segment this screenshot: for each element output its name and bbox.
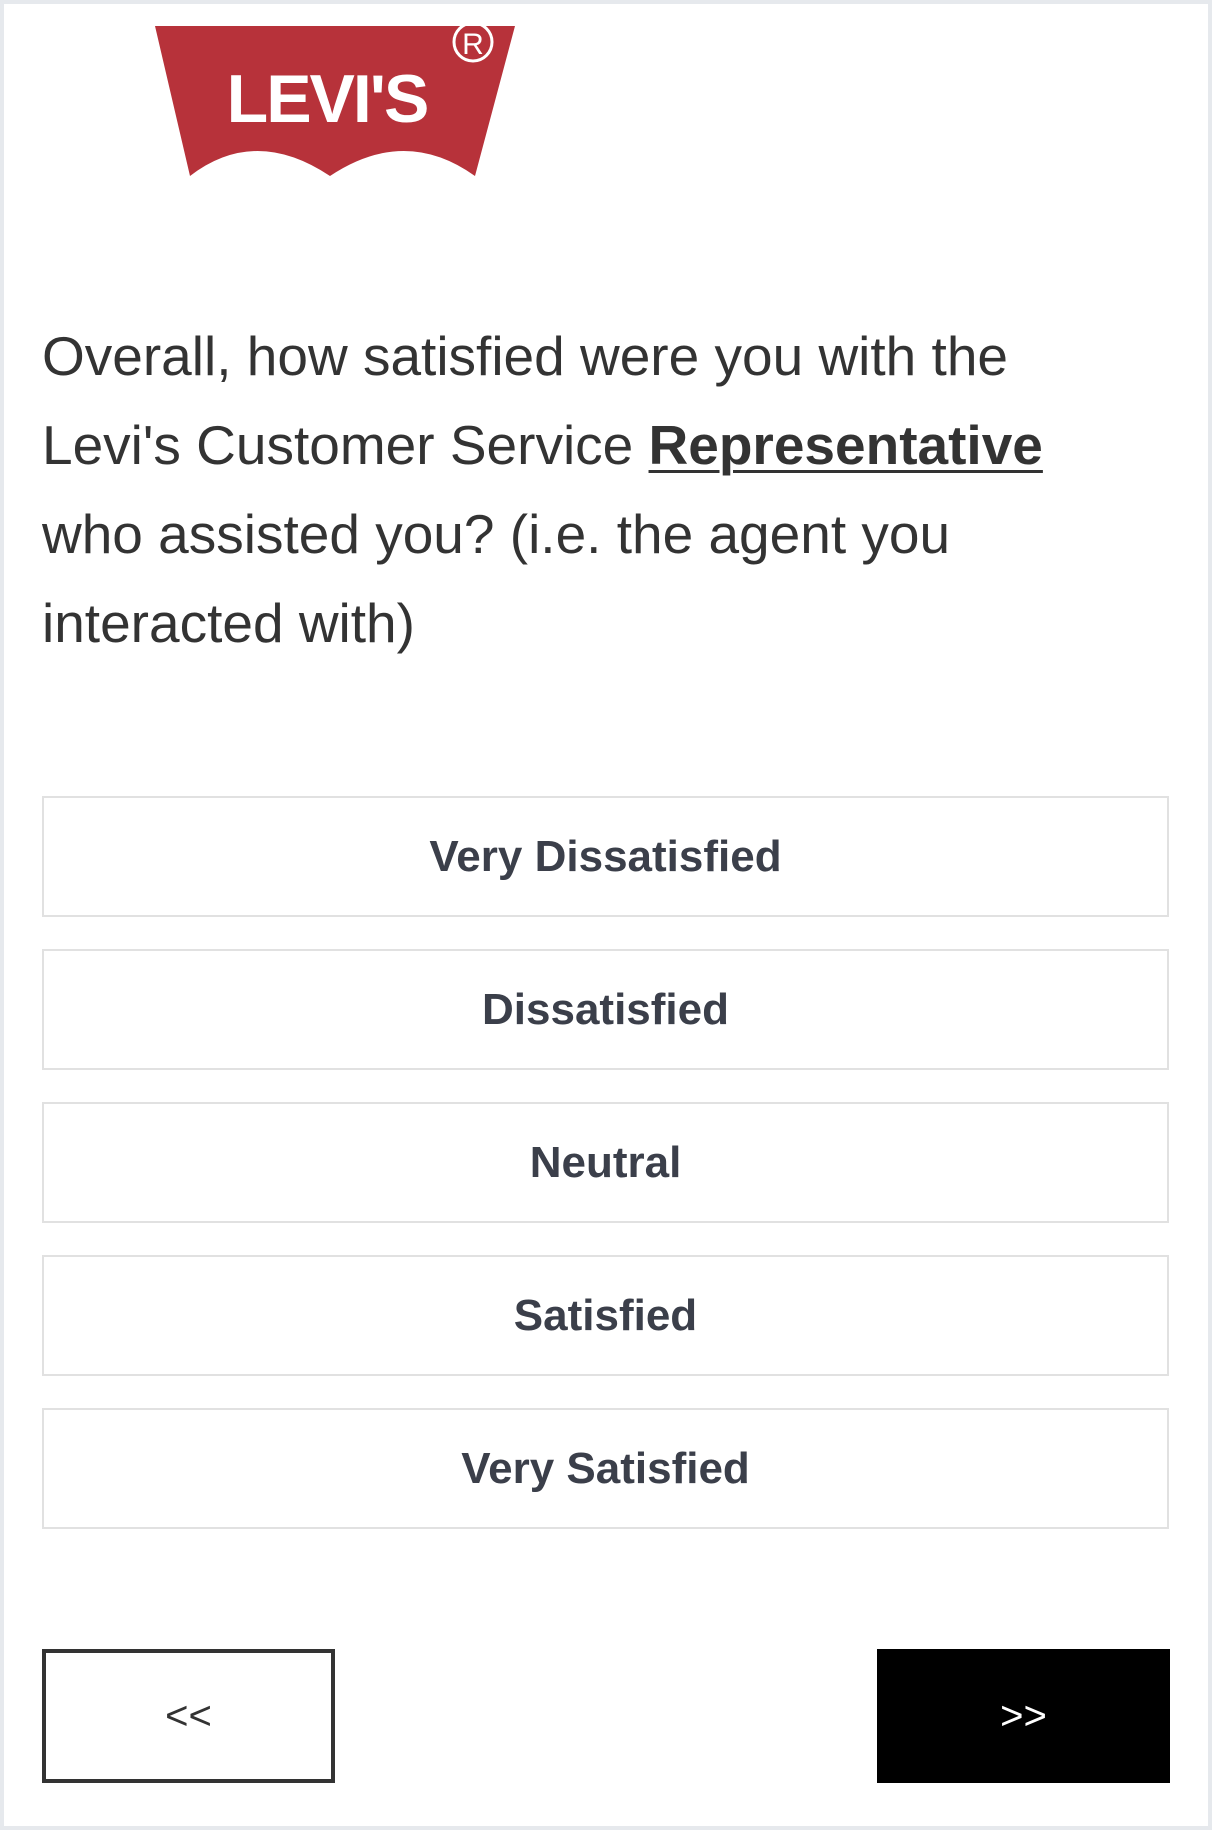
option-label: Very Satisfied: [461, 1443, 750, 1493]
option-very-dissatisfied[interactable]: Very Dissatisfied: [42, 796, 1169, 917]
question-emphasis: Representative: [648, 414, 1043, 476]
question-text: Overall, how satisfied were you with the…: [42, 312, 1152, 668]
levis-logo: LEVI'S R: [155, 26, 515, 176]
svg-text:R: R: [462, 28, 484, 61]
option-label: Neutral: [529, 1137, 682, 1187]
survey-page: LEVI'S R Overall, how satisfied were you…: [4, 4, 1208, 1826]
option-label: Satisfied: [513, 1290, 698, 1340]
next-button[interactable]: >>: [877, 1649, 1170, 1783]
svg-text:LEVI'S: LEVI'S: [227, 61, 428, 137]
option-satisfied[interactable]: Satisfied: [42, 1255, 1169, 1376]
question-suffix: who assisted you? (i.e. the agent you in…: [42, 503, 951, 654]
option-label: Very Dissatisfied: [429, 831, 782, 881]
back-button[interactable]: <<: [42, 1649, 335, 1783]
option-very-satisfied[interactable]: Very Satisfied: [42, 1408, 1169, 1529]
question-prefix: Overall, how satisfied were you with the…: [42, 325, 1008, 476]
option-neutral[interactable]: Neutral: [42, 1102, 1169, 1223]
option-label: Dissatisfied: [482, 984, 729, 1034]
option-dissatisfied[interactable]: Dissatisfied: [42, 949, 1169, 1070]
